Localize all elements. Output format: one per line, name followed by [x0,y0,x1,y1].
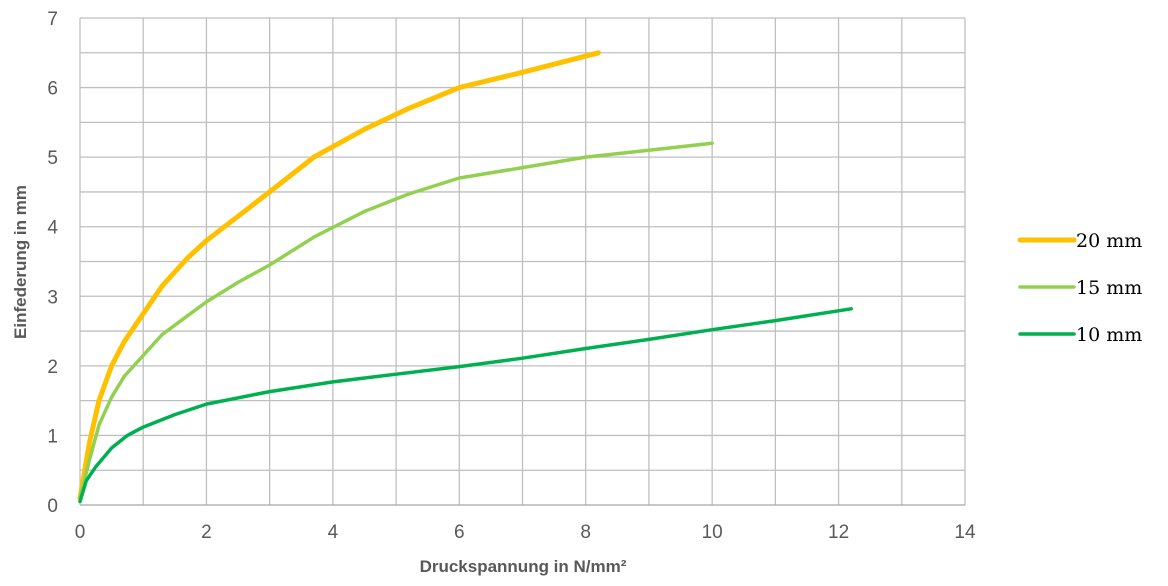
plot-series [77,50,853,504]
legend: 20 mm 15 mm 10 mm [1017,230,1142,346]
x-tick-label: 8 [580,522,591,543]
y-tick-label: 0 [47,496,58,517]
y-tick-label: 6 [47,79,58,100]
y-tick-label: 5 [47,148,58,169]
x-tick-label: 2 [201,522,212,543]
series-line-20-mm [77,50,601,501]
x-axis-title: Druckspannung in N/mm² [420,557,627,576]
y-tick-label: 3 [47,287,58,308]
y-tick-label: 7 [47,9,58,30]
x-tick-label: 14 [954,522,976,543]
legend-label: 10 mm [1076,324,1142,346]
y-tick-label: 2 [47,357,58,378]
y-tick-label: 1 [47,426,58,447]
x-tick-label: 12 [828,522,849,543]
x-tick-label: 4 [328,522,339,543]
x-tick-label: 6 [454,522,465,543]
x-tick-label: 10 [702,522,723,543]
y-tick-label: 4 [47,218,58,239]
x-tick-labels: 0 2 4 6 8 10 12 14 [75,522,976,543]
series-line-15-mm [78,141,714,500]
legend-label: 15 mm [1076,277,1142,299]
gridlines [79,17,966,506]
legend-label: 20 mm [1076,230,1142,252]
y-tick-labels: 0 1 2 3 4 5 6 7 [47,9,58,517]
series-line-10-mm [78,307,853,504]
y-axis-title: Einfederung in mm [11,185,30,339]
x-tick-label: 0 [75,522,86,543]
